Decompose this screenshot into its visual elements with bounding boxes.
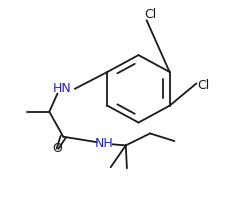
Text: O: O: [52, 142, 62, 155]
Text: NH: NH: [94, 137, 113, 150]
Text: HN: HN: [53, 82, 72, 95]
Text: Cl: Cl: [144, 8, 156, 21]
Text: Cl: Cl: [197, 79, 209, 92]
